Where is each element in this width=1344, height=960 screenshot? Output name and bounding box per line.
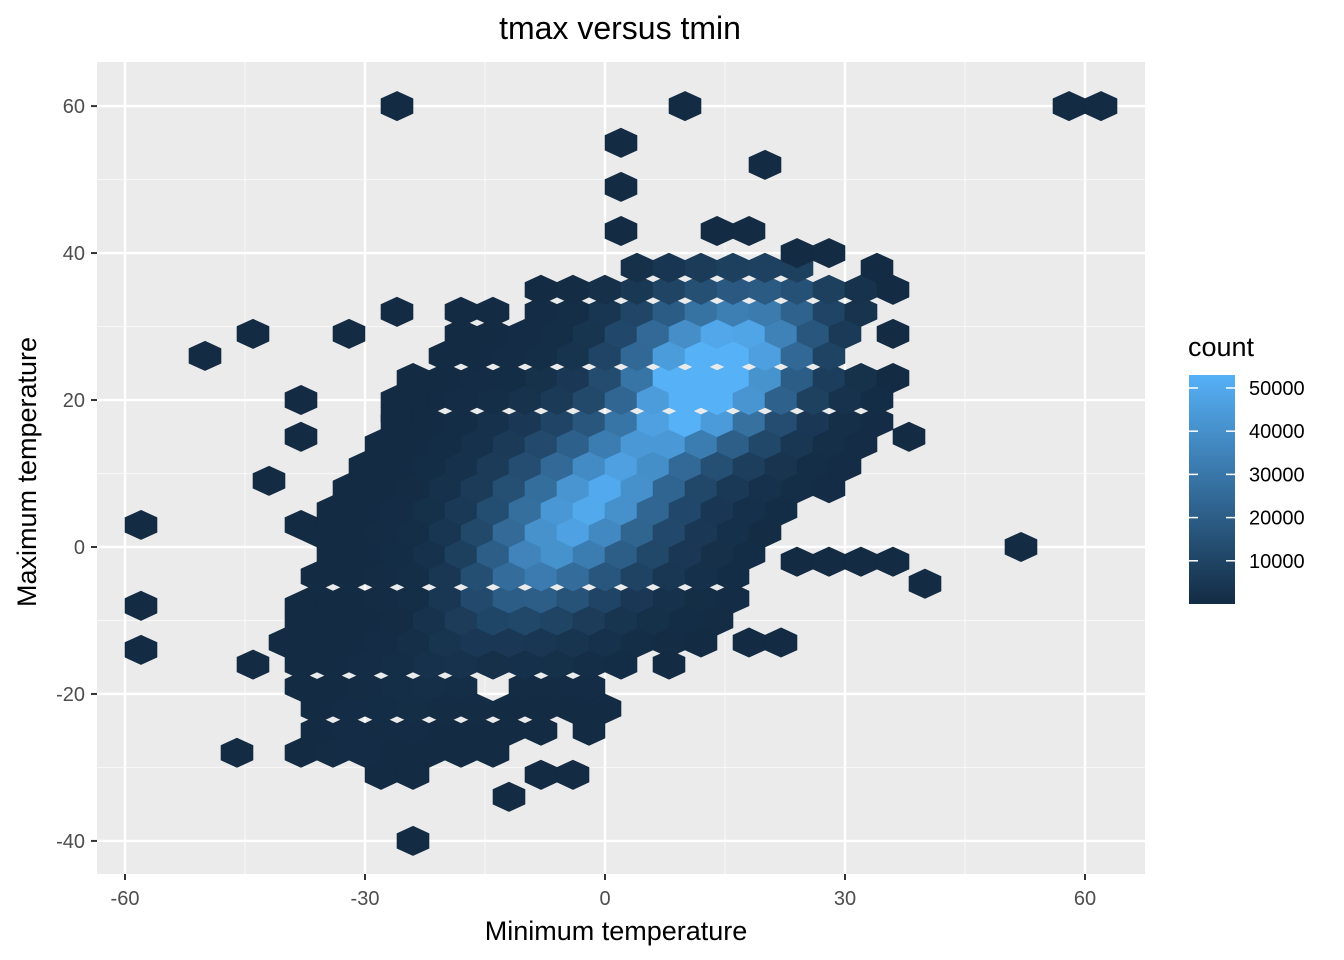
x-tick-label: 60: [1074, 888, 1096, 910]
legend-label: 30000: [1249, 464, 1305, 486]
hexbin-cell: [364, 759, 398, 790]
hexbin-cell: [780, 546, 814, 577]
hexbin-layer: [124, 91, 1118, 856]
hexbin-cell: [604, 171, 638, 202]
legend-label: 10000: [1249, 551, 1305, 573]
y-tick-label: -40: [56, 831, 85, 853]
x-axis: -60 -30 0 30 60: [111, 874, 1096, 910]
hexbin-cell: [380, 399, 414, 430]
hexbin-cell: [764, 627, 798, 658]
hexbin-cell: [524, 715, 558, 746]
hexbin-cell: [748, 149, 782, 180]
hexbin-cell: [236, 649, 270, 680]
hexbin-cell: [380, 91, 414, 122]
legend-label: 20000: [1249, 508, 1305, 530]
legend-title: count: [1188, 332, 1255, 362]
hexbin-cell: [284, 421, 318, 452]
hexbin-cell: [1084, 91, 1118, 122]
hexbin-cell: [860, 252, 894, 283]
hexbin-cell: [780, 238, 814, 269]
legend: count 10000 20000 30000 40000 50000: [1188, 332, 1305, 604]
hexbin-cell: [252, 465, 286, 496]
legend-colorbar: [1189, 375, 1235, 604]
hexbin-cell: [124, 634, 158, 665]
hexbin-cell: [604, 127, 638, 158]
x-tick-label: -60: [111, 888, 140, 910]
legend-ticks: 10000 20000 30000 40000 50000: [1189, 378, 1305, 573]
y-tick-label: 0: [74, 537, 85, 559]
hexbin-cell: [860, 407, 894, 438]
hexbin-cell: [556, 759, 590, 790]
legend-label: 50000: [1249, 378, 1305, 400]
hexbin-cell: [396, 825, 430, 856]
y-tick-label: 60: [63, 96, 85, 118]
legend-label: 40000: [1249, 421, 1305, 443]
hexbin-cell: [604, 215, 638, 247]
hexbin-cell: [380, 296, 414, 327]
hexbin-cell: [652, 649, 686, 680]
hexbin-cell: [284, 590, 318, 621]
y-tick-label: -20: [56, 684, 85, 706]
hexbin-cell: [236, 318, 270, 349]
chart-title: tmax versus tmin: [499, 10, 741, 46]
x-axis-title: Minimum temperature: [485, 916, 748, 946]
y-tick-label: 20: [63, 390, 85, 412]
hexbin-cell: [332, 318, 366, 349]
hexbin-cell: [588, 693, 622, 724]
hexbin-cell: [892, 421, 926, 452]
hexbin-cell: [124, 590, 158, 621]
hexbin-cell: [668, 91, 702, 122]
hexbin-cell: [716, 583, 750, 614]
y-axis: -40 -20 0 20 40 60: [56, 96, 97, 853]
hexbin-cell: [876, 362, 910, 394]
hexbin-cell: [1004, 531, 1038, 563]
hexbin-cell: [700, 215, 734, 247]
hexbin-cell: [124, 509, 158, 540]
hexbin-cell: [188, 340, 222, 371]
y-tick-label: 40: [63, 243, 85, 265]
hexbin-cell: [284, 384, 318, 416]
hexbin-cell: [492, 781, 526, 812]
hexbin-cell: [876, 318, 910, 349]
x-tick-label: 0: [599, 888, 610, 910]
hexbin-cell: [476, 296, 510, 327]
hexbin-cell: [524, 274, 558, 305]
hexbin-cell: [908, 568, 942, 599]
y-axis-title: Maximum temperature: [12, 337, 42, 607]
hexbin-cell: [220, 737, 254, 768]
hexbin-cell: [444, 671, 478, 702]
x-tick-label: -30: [351, 888, 380, 910]
x-tick-label: 30: [834, 888, 856, 910]
hexbin-cell: [844, 296, 878, 327]
hexbin-cell: [284, 509, 318, 540]
